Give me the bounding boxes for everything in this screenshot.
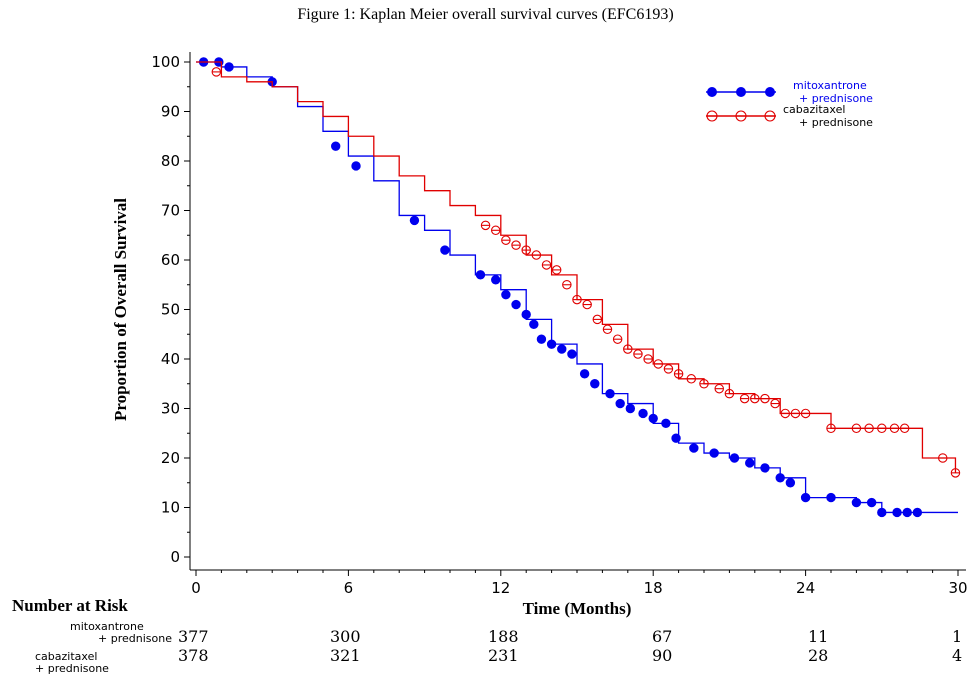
y-tick-label: 90 xyxy=(161,103,180,121)
censor-mark xyxy=(729,453,740,463)
risk-value: 4 xyxy=(952,646,963,665)
censor-mark xyxy=(567,349,577,359)
y-tick-label: 60 xyxy=(161,251,180,269)
censor-mark xyxy=(745,458,755,468)
censor-mark xyxy=(521,309,531,320)
risk-value: 1 xyxy=(952,627,963,646)
censor-mark xyxy=(351,161,361,171)
censor-mark xyxy=(648,413,658,424)
censor-mark xyxy=(826,492,836,503)
curves-group xyxy=(196,57,961,518)
censor-mark xyxy=(638,408,648,419)
censor-mark xyxy=(625,403,636,414)
censor-mark xyxy=(590,379,600,389)
censor-mark xyxy=(224,62,234,72)
y-tick-label: 20 xyxy=(161,449,180,467)
risk-table-heading: Number at Risk xyxy=(12,596,128,615)
risk-value: 300 xyxy=(330,627,361,646)
censor-mark xyxy=(546,339,557,349)
censor-mark xyxy=(902,507,912,518)
legend-marker xyxy=(765,87,775,97)
risk-value: 188 xyxy=(488,627,519,646)
censor-mark xyxy=(511,299,521,310)
risk-row-label-line1: cabazitaxel xyxy=(35,650,98,663)
y-tick-label: 80 xyxy=(161,152,180,170)
y-tick-label: 100 xyxy=(151,53,180,71)
censor-mark xyxy=(475,270,486,280)
figure-title: Figure 1: Kaplan Meier overall survival … xyxy=(297,6,674,23)
censor-mark xyxy=(709,448,719,458)
x-axis-title: Time (Months) xyxy=(523,599,632,618)
censor-mark xyxy=(409,215,420,226)
y-tick-label: 10 xyxy=(161,499,180,517)
censor-mark xyxy=(331,141,341,151)
risk-row-label-line1: mitoxantrone xyxy=(70,620,144,633)
risk-value: 377 xyxy=(178,627,209,646)
y-tick-label: 0 xyxy=(170,548,180,566)
x-tick-label: 0 xyxy=(191,579,201,597)
legend-marker xyxy=(707,87,717,97)
censor-mark xyxy=(892,507,902,518)
censor-mark xyxy=(579,369,590,379)
risk-row-label-line2: + prednisone xyxy=(98,632,172,645)
risk-value: 90 xyxy=(652,646,673,665)
censor-mark xyxy=(661,418,671,429)
y-tick-label: 30 xyxy=(161,400,180,418)
risk-value: 67 xyxy=(652,627,673,646)
censor-mark xyxy=(605,388,615,399)
censor-mark xyxy=(785,478,796,488)
legend-label-line1: cabazitaxel xyxy=(783,103,845,116)
legend-label-line2: + prednisone xyxy=(799,92,873,105)
x-tick-label: 6 xyxy=(344,579,354,597)
legend-label-line1: mitoxantrone xyxy=(793,79,867,92)
censor-mark xyxy=(851,497,862,508)
axes-group: 0 10 20 30 40 50 60 70 80 90 100 0 6 12 18 24 30 Time (Mo… xyxy=(111,52,968,618)
risk-value: 231 xyxy=(488,646,519,665)
censor-mark xyxy=(501,289,511,300)
risk-value: 378 xyxy=(178,646,209,665)
legend-marker xyxy=(736,87,746,97)
censor-mark xyxy=(800,492,811,503)
risk-row-label-mitoxantrone: mitoxantrone + prednisone xyxy=(0,621,172,645)
y-axis-title: Proportion of Overall Survival xyxy=(111,198,130,421)
survival-curve-cabazitaxel xyxy=(196,61,957,473)
censor-mark xyxy=(529,319,539,330)
censor-mark xyxy=(760,463,770,473)
y-tick-label: 70 xyxy=(161,202,180,220)
censor-mark xyxy=(536,334,547,344)
censor-mark xyxy=(671,433,681,443)
risk-value: 11 xyxy=(808,627,829,646)
x-tick-label: 18 xyxy=(644,579,663,597)
legend-label-line2: + prednisone xyxy=(799,116,873,129)
risk-value: 28 xyxy=(808,646,829,665)
censor-mark xyxy=(440,245,450,255)
censor-mark xyxy=(491,275,501,285)
censor-mark xyxy=(912,507,923,518)
x-tick-label: 30 xyxy=(948,579,967,597)
censor-mark xyxy=(689,443,699,453)
x-tick-label: 12 xyxy=(491,579,510,597)
censor-mark xyxy=(557,344,567,354)
censor-mark xyxy=(866,497,877,508)
y-tick-label: 40 xyxy=(161,350,180,368)
x-tick-label: 24 xyxy=(796,579,815,597)
risk-row-label-cabazitaxel: cabazitaxel + prednisone xyxy=(0,651,157,675)
censor-mark xyxy=(775,473,785,483)
censor-mark xyxy=(877,507,887,518)
risk-value: 321 xyxy=(330,646,361,665)
risk-row-label-line2: + prednisone xyxy=(35,662,109,675)
censor-mark xyxy=(615,398,625,409)
y-tick-label: 50 xyxy=(161,301,180,319)
